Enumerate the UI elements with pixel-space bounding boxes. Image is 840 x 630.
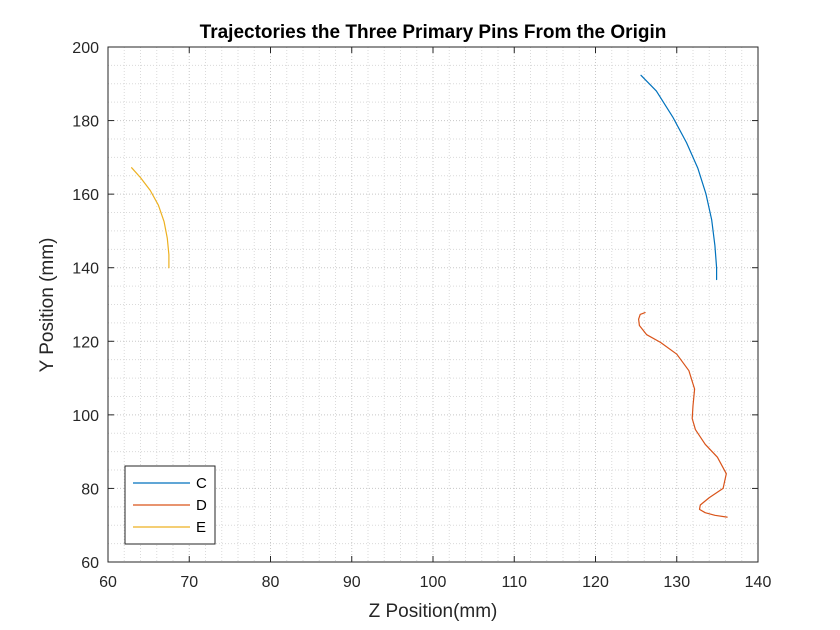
- y-tick-label: 180: [72, 114, 99, 131]
- axis-ticks: 60 70 80 90 100 110 120 130 140 60 80 100 120 140 160 1…: [72, 40, 771, 591]
- x-tick-label: 70: [180, 574, 198, 591]
- x-tick-label: 60: [99, 574, 117, 591]
- legend: CDE: [124, 465, 216, 545]
- legend-label-c: C: [196, 475, 207, 492]
- series-line-e: [131, 167, 170, 269]
- x-tick-label: 140: [745, 574, 772, 591]
- legend-label-e: E: [196, 519, 206, 536]
- y-tick-label: 160: [72, 187, 99, 204]
- y-tick-label: 140: [72, 261, 99, 278]
- legend-label-d: D: [196, 497, 207, 514]
- x-tick-label: 90: [343, 574, 361, 591]
- y-axis-label: Y Position (mm): [37, 238, 58, 373]
- y-tick-label: 60: [81, 555, 99, 572]
- series-line-d: [637, 312, 728, 518]
- series-line-c: [640, 74, 718, 281]
- x-tick-label: 100: [420, 574, 447, 591]
- x-tick-label: 120: [582, 574, 609, 591]
- y-tick-label: 200: [72, 40, 99, 57]
- grid: [108, 47, 758, 562]
- y-tick-label: 100: [72, 408, 99, 425]
- y-tick-label: 80: [81, 481, 99, 498]
- x-axis-label: Z Position(mm): [369, 601, 498, 622]
- y-tick-label: 120: [72, 334, 99, 351]
- chart-title: Trajectories the Three Primary Pins From…: [200, 22, 667, 43]
- x-tick-label: 130: [663, 574, 690, 591]
- series-layer: [131, 74, 728, 518]
- x-tick-label: 80: [262, 574, 280, 591]
- x-tick-label: 110: [501, 574, 527, 591]
